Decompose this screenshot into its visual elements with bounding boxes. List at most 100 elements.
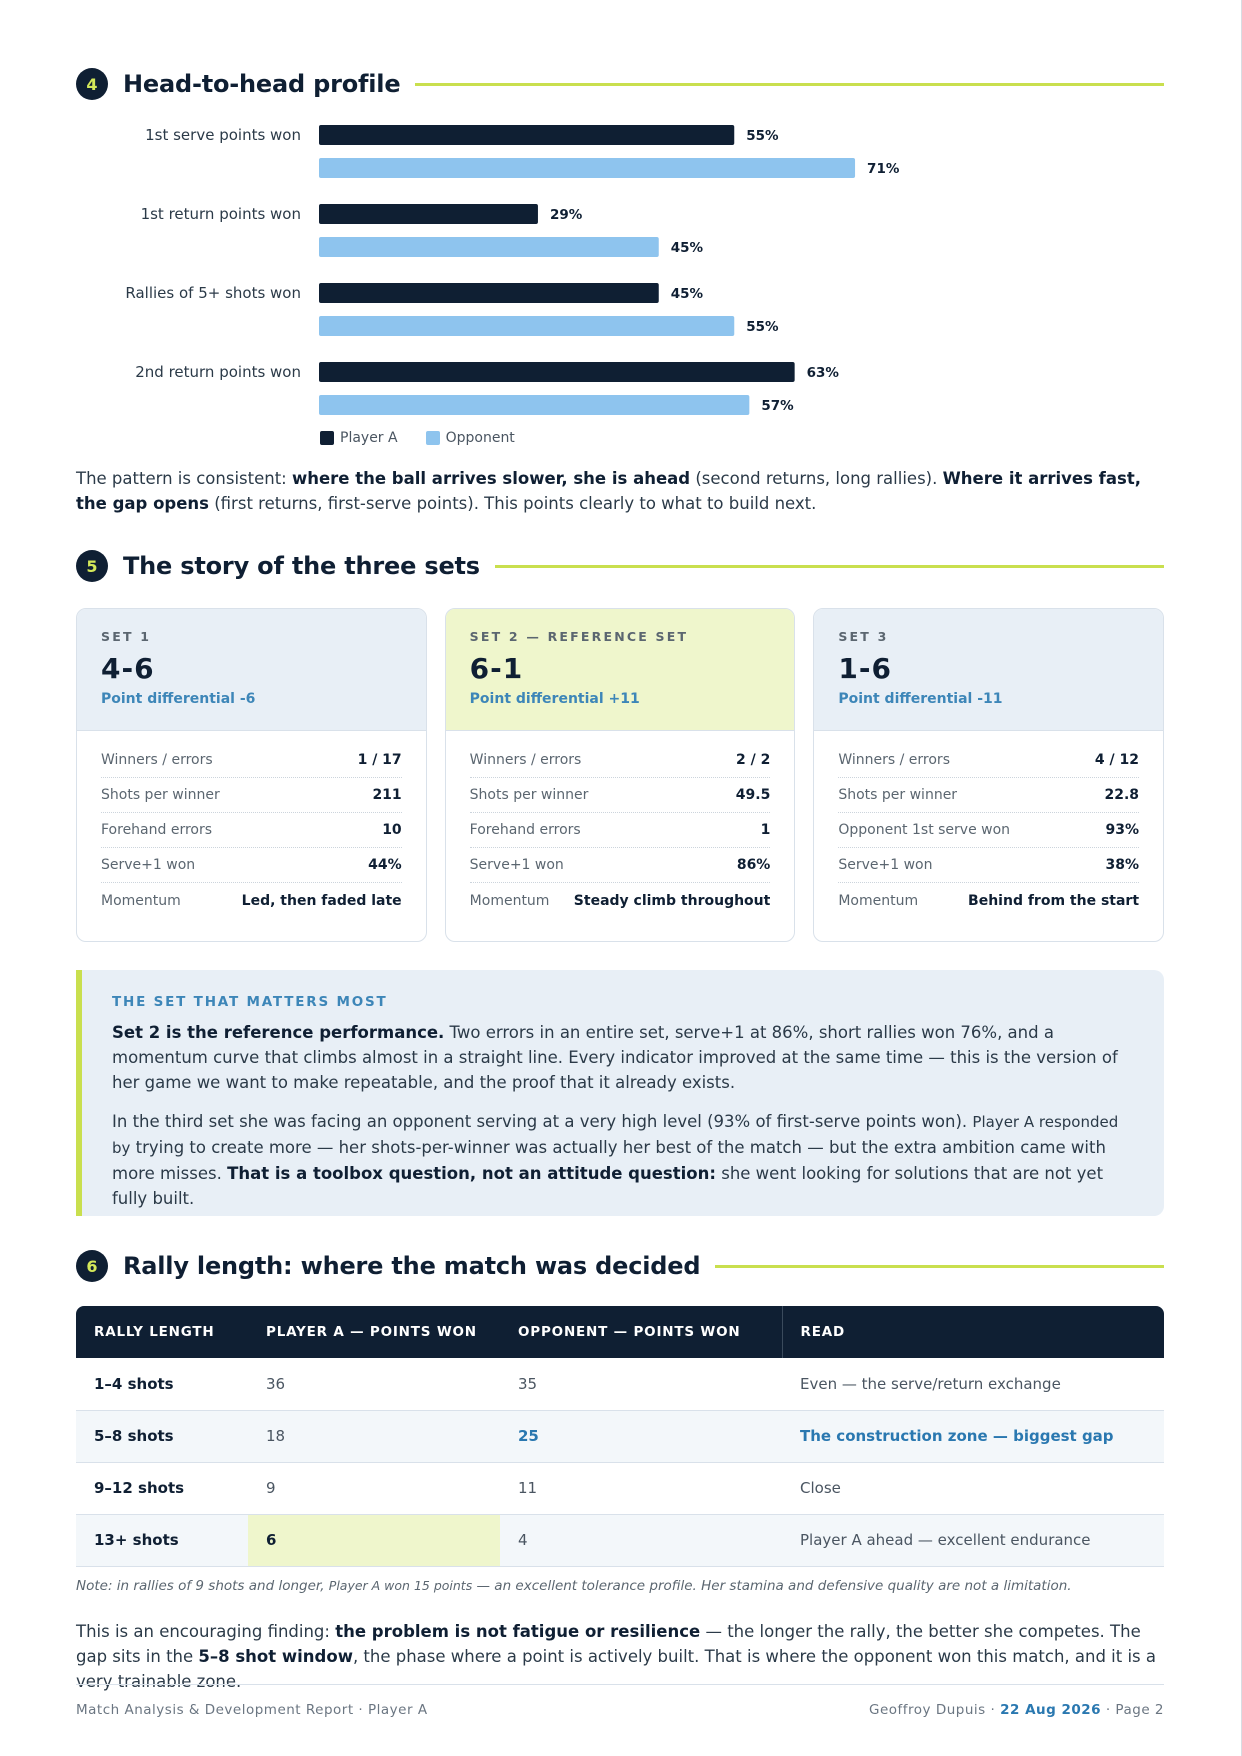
table-row: 1–4 shots 36 35 Even — the serve/return … xyxy=(76,1358,1164,1411)
category-label: 2nd return points won xyxy=(135,363,301,381)
stat-label: Opponent 1st serve won xyxy=(838,822,1011,838)
card-header: SET 1 4-6 Point differential -6 xyxy=(77,609,426,731)
stat-label: Serve+1 won xyxy=(469,857,564,873)
data-label: 71% xyxy=(867,161,900,177)
bar-chart-svg: 1st serve points won 55% 71% 1st return poi… xyxy=(125,125,900,415)
table-header-row: RALLY LENGTH PLAYER A — POINTS WON OPPON… xyxy=(76,1306,1164,1358)
stat-label: Shots per winner xyxy=(469,787,589,803)
footer-date: 22 Aug 2026 xyxy=(1000,1702,1102,1718)
legend-label: Player A xyxy=(340,430,398,446)
text: (second returns, long rallies). xyxy=(690,469,943,488)
table-cell-highlight: 25 xyxy=(500,1410,782,1463)
stat-label: Shots per winner xyxy=(101,787,220,803)
table-cell: 36 xyxy=(248,1358,500,1411)
set-card-2: SET 2 — REFERENCE SET 6-1 Point differen… xyxy=(444,608,796,942)
table-row: 9–12 shots 9 11 Close xyxy=(76,1462,1164,1515)
card-kicker: SET 2 — REFERENCE SET xyxy=(469,629,689,644)
table-cell: 9 xyxy=(248,1462,500,1515)
legend-item-player-a: Player A xyxy=(320,430,398,446)
table-note: Note: in rallies of 9 shots and longer, … xyxy=(76,1578,1166,1594)
section-rule xyxy=(494,564,1164,568)
emphasis: That is a toolbox question, not an attit… xyxy=(227,1164,716,1183)
callout-kicker: THE SET THAT MATTERS MOST xyxy=(112,994,388,1010)
bar xyxy=(319,237,659,257)
bar xyxy=(319,362,795,382)
pattern-paragraph: The pattern is consistent: where the bal… xyxy=(76,466,1166,516)
stat-row: Serve+1 won 44% xyxy=(101,848,402,883)
column-header: RALLY LENGTH xyxy=(94,1324,215,1340)
stat-value: 44% xyxy=(368,857,402,873)
bar xyxy=(319,283,659,303)
data-label: 29% xyxy=(550,207,583,223)
stat-value: 38% xyxy=(1105,857,1140,873)
point-differential: Point differential +11 xyxy=(469,691,640,707)
emphasis: the problem is not fatigue or resilience xyxy=(335,1622,701,1641)
emphasis: Where it arrives fast, the gap opens xyxy=(76,469,1141,513)
text: she went looking for solutions that are … xyxy=(112,1164,1104,1208)
footer-meta: Geoffroy Dupuis · 22 Aug 2026 · Page 2 xyxy=(869,1702,1164,1718)
stat-label: Momentum xyxy=(469,892,550,909)
stat-row: Forehand errors 10 xyxy=(101,813,402,848)
stat-label: Forehand errors xyxy=(101,822,213,838)
data-label: 55% xyxy=(746,128,779,144)
text: Player A responded by xyxy=(112,1113,1119,1157)
stat-label: Winners / errors xyxy=(838,752,950,768)
data-label: 57% xyxy=(761,398,794,414)
set-card-3: SET 3 1-6 Point differential -11 Winners… xyxy=(813,608,1165,942)
column-header: READ xyxy=(781,1306,1164,1358)
stat-value: 93% xyxy=(1105,822,1140,838)
text: The pattern is consistent: xyxy=(76,469,292,488)
stat-value: Led, then faded late xyxy=(241,892,402,909)
legend-item-opponent: Opponent xyxy=(425,430,515,446)
footer-report-title: Match Analysis & Development Report · Pl… xyxy=(76,1702,428,1718)
stat-row: Serve+1 won 38% xyxy=(838,848,1140,883)
stat-row: Serve+1 won 86% xyxy=(469,848,771,883)
stat-label: Winners / errors xyxy=(469,752,582,768)
stat-label: Shots per winner xyxy=(838,787,958,803)
text: trying to create more — her shots-per-wi… xyxy=(112,1138,1106,1183)
stat-label: Forehand errors xyxy=(469,822,581,838)
bar xyxy=(319,125,735,145)
set-score: 1-6 xyxy=(838,652,892,685)
card-stats: Winners / errors 2 / 2 Shots per winner 49… xyxy=(446,731,795,918)
stat-value: 10 xyxy=(382,822,402,838)
section-number-badge: 4 xyxy=(76,68,108,100)
category-label: 1st return points won xyxy=(141,205,301,223)
point-differential: Point differential -11 xyxy=(838,691,1003,707)
section-6-header: 6 Rally length: where the match was deci… xyxy=(76,1248,1164,1284)
stat-label: Serve+1 won xyxy=(101,857,196,873)
table-cell: 4 xyxy=(500,1514,782,1567)
stat-row: Shots per winner 211 xyxy=(101,778,402,813)
table-cell: Even — the serve/return exchange xyxy=(782,1358,1164,1411)
callout-paragraph-1: Set 2 is the reference performance. Two … xyxy=(112,1020,1134,1095)
stat-label: Momentum xyxy=(838,892,919,909)
card-header: SET 2 — REFERENCE SET 6-1 Point differen… xyxy=(445,609,795,731)
category-label: 1st serve points won xyxy=(145,126,301,144)
section-title: The story of the three sets xyxy=(123,552,480,580)
callout-paragraph-2: In the third set she was facing an oppon… xyxy=(112,1109,1134,1211)
head-to-head-chart: 1st serve points won 55% 71% 1st return poi… xyxy=(76,116,1164,456)
column-header: OPPONENT — POINTS WON xyxy=(518,1324,741,1340)
table-cell: 35 xyxy=(500,1358,782,1411)
section-number-badge: 5 xyxy=(76,550,108,582)
card-header: SET 3 1-6 Point differential -11 xyxy=(814,609,1164,731)
point-differential: Point differential -6 xyxy=(101,691,256,707)
stat-label: Momentum xyxy=(101,892,181,909)
text: (first returns, first-serve points). Thi… xyxy=(208,494,817,513)
text: — an excellent tolerance profile. Her st… xyxy=(472,1578,1072,1594)
stat-row: Forehand errors 1 xyxy=(469,813,771,848)
rally-length-table: RALLY LENGTH PLAYER A — POINTS WON OPPON… xyxy=(76,1306,1164,1567)
emphasis: 5–8 shot window xyxy=(198,1647,353,1666)
stat-value: 86% xyxy=(736,857,771,873)
stat-row: Winners / errors 4 / 12 xyxy=(838,743,1140,778)
stat-row: Opponent 1st serve won 93% xyxy=(838,813,1140,848)
table-row: 5–8 shots 18 25 The construction zone — … xyxy=(76,1410,1164,1463)
emphasis: where the ball arrives slower, she is ah… xyxy=(291,469,691,488)
text: This is an encouraging finding: xyxy=(76,1622,336,1641)
emphasis: Set 2 is the reference performance. xyxy=(112,1023,445,1042)
text: Player A won 15 points xyxy=(328,1578,473,1593)
column-header: PLAYER A — POINTS WON xyxy=(266,1324,477,1340)
stat-row: Momentum Behind from the start xyxy=(838,883,1139,918)
table-cell: 18 xyxy=(248,1410,500,1463)
